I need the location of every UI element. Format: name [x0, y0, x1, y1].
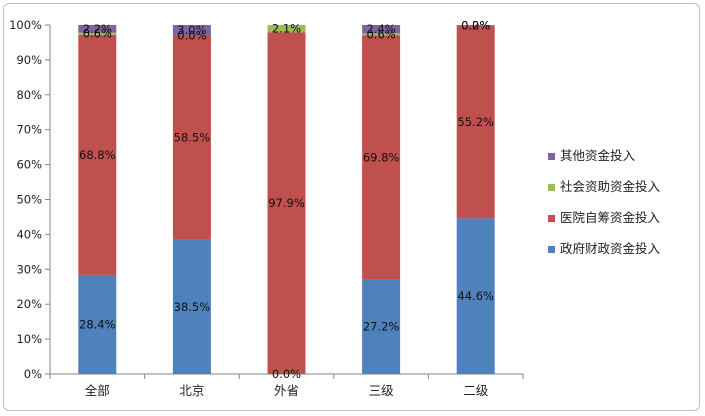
legend-swatch [548, 153, 555, 160]
data-label: 3.0% [177, 23, 206, 37]
data-label: 55.2% [457, 115, 494, 129]
bar-segment [362, 35, 401, 280]
bar-segment [78, 25, 117, 33]
chart-frame [3, 3, 700, 411]
y-tick-label: 80% [16, 88, 42, 102]
bar-segment [267, 25, 306, 33]
data-label: 27.2% [363, 320, 400, 334]
data-label: 2.4% [366, 22, 395, 36]
data-label: 58.5% [174, 131, 211, 145]
bar-segment [362, 33, 401, 36]
y-tick-label: 10% [16, 332, 42, 346]
legend-label: 医院自筹资金投入 [560, 210, 661, 225]
y-tick-label: 70% [16, 123, 42, 137]
legend-label: 其他资金投入 [560, 148, 636, 163]
bar-segment [78, 32, 117, 35]
bar-segment [172, 35, 211, 240]
y-tick-label: 30% [16, 262, 42, 276]
bar-segment [78, 274, 117, 374]
legend-label: 社会资助资金投入 [560, 179, 661, 194]
bar-segment [456, 25, 495, 26]
data-label: 0.0% [461, 19, 490, 33]
data-label: 97.9% [268, 196, 305, 210]
data-label: 69.8% [363, 150, 400, 164]
data-label: 28.4% [79, 317, 116, 331]
x-category-label: 外省 [274, 383, 299, 398]
bar-segment [78, 34, 117, 275]
bar-segment [456, 218, 495, 374]
bar-segment [172, 239, 211, 374]
bar-segment [456, 25, 495, 219]
data-label: 0.0% [272, 367, 301, 381]
bar-segment [362, 279, 401, 374]
y-tick-label: 60% [16, 158, 42, 172]
bar-segment [362, 25, 401, 34]
y-tick-label: 50% [16, 193, 42, 207]
y-tick-label: 0% [24, 367, 42, 381]
data-label: 0.6% [83, 27, 112, 41]
bar-segment [172, 25, 211, 36]
legend-label: 政府财政资金投入 [560, 241, 661, 256]
data-label: 2.2% [83, 22, 112, 36]
x-category-label: 北京 [179, 383, 204, 398]
data-label: 44.6% [457, 289, 494, 303]
data-label: 2.1% [272, 22, 301, 36]
data-label: 38.5% [174, 300, 211, 314]
y-tick-label: 90% [16, 53, 42, 67]
bar-segment [267, 32, 306, 374]
x-category-label: 全部 [85, 383, 110, 398]
y-tick-label: 40% [16, 227, 42, 241]
y-tick-label: 20% [16, 297, 42, 311]
data-label: 68.8% [79, 148, 116, 162]
legend-swatch [548, 215, 555, 222]
y-tick-label: 100% [9, 18, 42, 32]
legend-swatch [548, 184, 555, 191]
data-label: 0.2% [461, 18, 490, 32]
data-label: 0.6% [366, 27, 395, 41]
x-category-label: 三级 [369, 383, 395, 398]
data-label: 0.0% [177, 28, 206, 42]
x-category-label: 二级 [463, 383, 489, 398]
legend-swatch [548, 246, 555, 253]
